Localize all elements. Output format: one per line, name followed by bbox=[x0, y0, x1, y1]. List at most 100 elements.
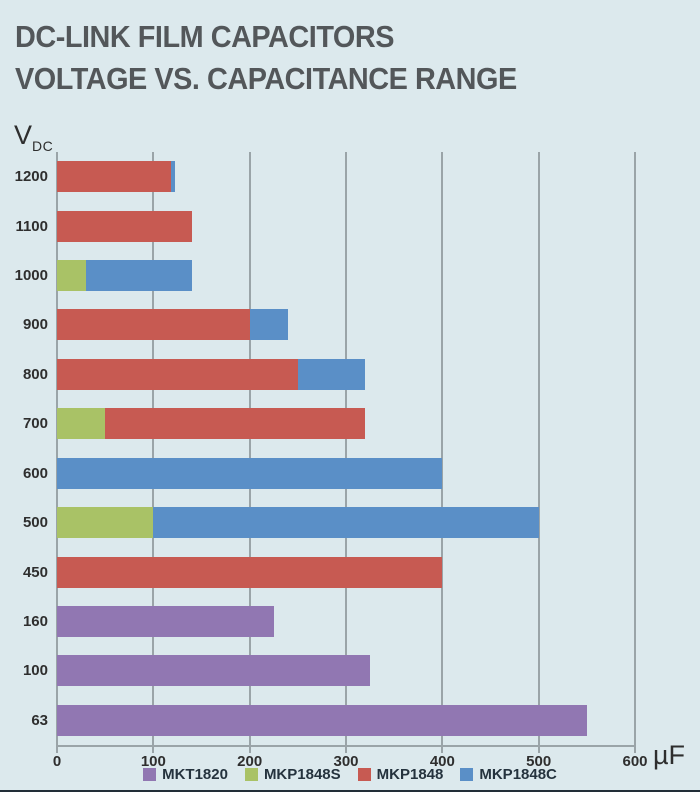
bottom-divider bbox=[0, 790, 700, 792]
y-axis-label: 500 bbox=[22, 514, 48, 532]
bar-row bbox=[57, 152, 635, 201]
bar-row bbox=[57, 399, 635, 448]
legend-swatch bbox=[244, 768, 258, 781]
y-axis-label: 63 bbox=[31, 711, 48, 729]
x-axis-tick bbox=[56, 745, 58, 753]
y-axis-label: 100 bbox=[22, 662, 48, 680]
legend-swatch bbox=[143, 768, 157, 781]
x-axis-tick-label: 600 bbox=[622, 753, 648, 770]
bar-track bbox=[57, 606, 635, 637]
legend-item: MKP1848C bbox=[460, 766, 557, 783]
bar-track bbox=[57, 260, 635, 292]
bar-track bbox=[57, 457, 635, 489]
bar-track bbox=[57, 358, 635, 390]
y-axis-labels: 1200 1100 1000 900 800 700 600 500 450 160 100 63 bbox=[0, 152, 48, 745]
bar-track bbox=[57, 556, 635, 588]
legend-label: MKP1848C bbox=[479, 766, 557, 783]
gridline bbox=[152, 152, 155, 745]
bar-segment-mkt1820 bbox=[57, 655, 371, 687]
x-axis-tick bbox=[345, 745, 347, 753]
x-axis-unit-label: µF bbox=[653, 740, 686, 770]
bar-segment-mkp1848 bbox=[105, 408, 366, 440]
x-axis-tick-label: 200 bbox=[237, 753, 263, 770]
bar-segment-mkp1848c bbox=[153, 507, 539, 539]
y-axis-label: 900 bbox=[22, 316, 48, 334]
x-axis-tick-label: 100 bbox=[140, 753, 166, 770]
bar-segment-mkp1848 bbox=[57, 309, 250, 341]
x-axis-tick-labels: 0 100 200 300 400 500 600 bbox=[53, 753, 648, 771]
y-axis-unit-label: VDC bbox=[14, 120, 53, 154]
y-axis-label: 450 bbox=[22, 563, 48, 581]
bar-row bbox=[57, 498, 635, 547]
bar-segment-mkp1848c bbox=[170, 161, 175, 193]
bar-segment-mkp1848c bbox=[85, 260, 192, 292]
legend: MKT1820 MKP1848S MKP1848 MKP1848C bbox=[0, 766, 700, 783]
page-title: DC-LINK FILM CAPACITORS VOLTAGE VS. CAPA… bbox=[15, 16, 555, 100]
title-line-1: DC-LINK FILM CAPACITORS bbox=[15, 19, 395, 54]
bar-row bbox=[57, 251, 635, 300]
gridline bbox=[56, 152, 58, 745]
bar-track bbox=[57, 408, 635, 440]
legend-swatch bbox=[357, 768, 371, 781]
legend-swatch bbox=[460, 768, 474, 781]
y-axis-label: 160 bbox=[22, 613, 48, 630]
bar-rows bbox=[57, 152, 635, 745]
bar-track bbox=[57, 309, 635, 341]
y-axis-label: 1100 bbox=[15, 217, 48, 235]
gridline bbox=[248, 152, 251, 745]
legend-label: MKT1820 bbox=[162, 766, 228, 783]
y-axis-label: 800 bbox=[22, 365, 48, 383]
bar-segment-mkp1848c bbox=[57, 457, 443, 489]
bar-segment-mkp1848s bbox=[57, 260, 86, 292]
gridline bbox=[537, 152, 540, 745]
gridline bbox=[345, 152, 347, 745]
bar-track bbox=[57, 655, 635, 687]
x-axis-tick bbox=[441, 745, 444, 753]
bar-row bbox=[57, 201, 635, 250]
bar-segment-mkp1848 bbox=[57, 358, 298, 390]
bar-row bbox=[57, 597, 635, 646]
title-line-2: VOLTAGE VS. CAPACITANCE RANGE bbox=[15, 61, 517, 96]
bar-row bbox=[57, 696, 635, 745]
bar-row bbox=[57, 547, 635, 596]
bar-segment-mkp1848c bbox=[249, 309, 289, 341]
bar-track bbox=[57, 507, 635, 539]
bar-segment-mkp1848s bbox=[57, 408, 106, 440]
legend-label: MKP1848S bbox=[263, 766, 341, 783]
y-axis-label: 1200 bbox=[14, 168, 48, 186]
bar-track bbox=[57, 161, 635, 193]
legend-item: MKP1848 bbox=[357, 766, 444, 783]
bar-segment-mkt1820 bbox=[57, 606, 274, 637]
bar-segment-mkt1820 bbox=[57, 704, 587, 736]
legend-item: MKP1848S bbox=[244, 766, 341, 783]
x-axis-tick bbox=[634, 745, 636, 753]
x-axis-tick-label: 0 bbox=[52, 753, 62, 770]
bar-row bbox=[57, 449, 635, 498]
bar-segment-mkp1848 bbox=[57, 161, 171, 193]
bar-segment-mkp1848 bbox=[57, 210, 192, 242]
y-axis-label: 700 bbox=[22, 415, 48, 433]
x-axis-tick-label: 300 bbox=[333, 753, 359, 770]
y-axis-label: 1000 bbox=[14, 267, 48, 285]
bar-segment-mkp1848c bbox=[297, 358, 366, 390]
bar-segment-mkp1848 bbox=[57, 556, 443, 588]
legend-label: MKP1848 bbox=[376, 766, 444, 783]
bar-row bbox=[57, 300, 635, 349]
x-axis-tick bbox=[152, 745, 155, 753]
bar-row bbox=[57, 350, 635, 399]
x-axis-tick bbox=[248, 745, 251, 753]
y-axis-unit-subscript: DC bbox=[32, 138, 54, 154]
gridline bbox=[441, 152, 444, 745]
y-axis-unit-main: V bbox=[14, 120, 33, 150]
y-axis-label: 600 bbox=[22, 464, 48, 482]
x-axis-tick-label: 400 bbox=[429, 753, 455, 770]
x-axis-tick-label: 500 bbox=[526, 753, 552, 770]
x-axis-tick bbox=[537, 745, 540, 753]
bar-row bbox=[57, 646, 635, 695]
bar-track bbox=[57, 210, 635, 242]
legend-item: MKT1820 bbox=[143, 766, 228, 783]
bar-track bbox=[57, 704, 635, 736]
bar-segment-mkp1848s bbox=[57, 507, 154, 539]
gridline bbox=[634, 152, 636, 745]
